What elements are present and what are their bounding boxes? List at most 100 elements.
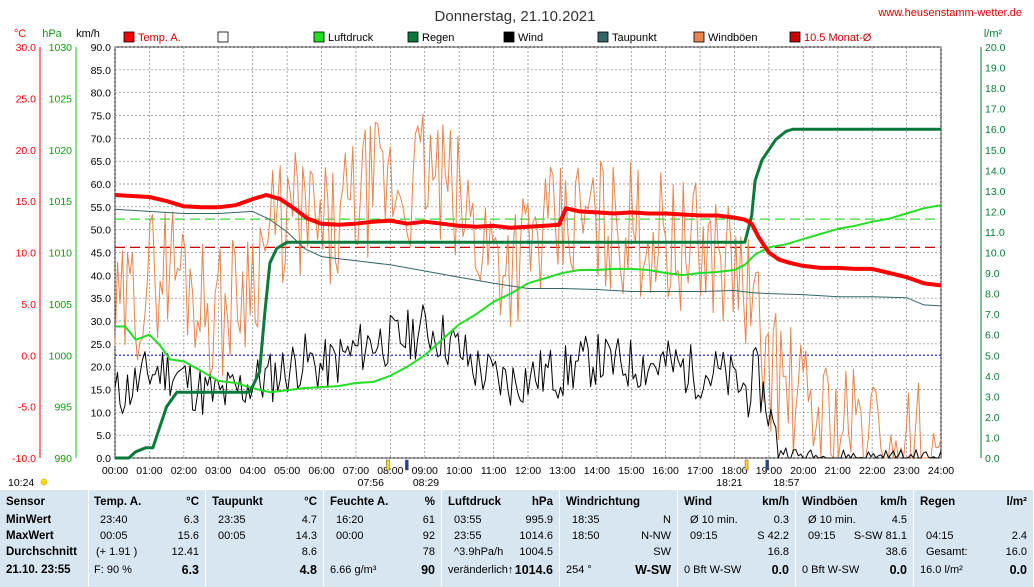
wind-tick-label: 85.0 [91,65,112,77]
temp-tick-label: 20.0 [16,145,37,157]
taupunkt-header: Taupunkt [212,496,263,508]
x-tick-label: 07:00 [343,465,369,477]
wind-tick-label: 80.0 [91,88,112,100]
wind-tick-label: 45.0 [91,248,112,260]
axis-unit-label: °C [14,28,26,40]
event-marker [744,459,749,471]
legend-entry: Wind [503,31,543,44]
wind-tick-label: 20.0 [91,362,112,374]
series-line-luftdruck [115,204,942,394]
temp-tick-label: 0.0 [21,350,36,362]
wind-row-label: 09:15 [690,530,718,542]
temp-footer-value: 6.3 [181,563,199,577]
windboeen-row-value: 4.5 [891,514,907,526]
x-tick-label: 19:00 [756,465,782,477]
feuchte-row-label: 16:20 [336,514,364,526]
rain-tick-label: 14.0 [985,165,1006,177]
rain-tick-label: 15.0 [985,145,1006,157]
temp-footer-label: F: 90 % [94,564,132,576]
regen-row-value: 2.4 [1011,530,1027,542]
temp-row-value: 6.3 [183,514,199,526]
temp-tick-label: -5.0 [18,402,36,414]
pressure-tick-label: 995 [54,402,72,414]
rain-tick-label: 5.0 [985,350,1000,362]
minwert-label: MinWert [6,514,52,526]
windrichtung-row-value: SW [653,546,671,558]
website-label[interactable]: www.heusenstamm-wetter.de [877,7,1022,19]
series-line-windb-en [114,113,942,459]
wind-tick-label: 90.0 [91,42,112,54]
start-time-label: 10:24 [8,477,34,489]
rain-tick-label: 16.0 [985,124,1006,136]
luftdruck-footer-value: 1014.6 [514,563,553,577]
x-tick-label: 21:00 [825,465,851,477]
x-tick-label: 03:00 [205,465,231,477]
taupunkt-row-label: 00:05 [218,530,246,542]
event-marker [765,459,769,471]
x-tick-label: 22:00 [859,465,885,477]
x-tick-label: 01:00 [136,465,162,477]
pressure-tick-label: 1030 [49,42,73,54]
windrichtung-row-label: 18:50 [572,530,600,542]
wind-unit: km/h [762,496,789,508]
legend-label: Regen [422,32,454,44]
legend-entry: Luftdruck [313,31,374,44]
pressure-tick-label: 1000 [49,350,73,362]
legend-entry: Taupunkt [597,31,657,44]
luftdruck-row-value: 1004.5 [519,546,553,558]
rain-tick-label: 17.0 [985,104,1006,116]
legend-entry [217,31,229,43]
wind-tick-label: 35.0 [91,293,112,305]
x-tick-label: 12:00 [515,465,541,477]
rain-tick-label: 13.0 [985,186,1006,198]
rain-tick-label: 6.0 [985,330,1000,342]
wind-column: Wind km/h Ø 10 min. 0.3 09:15 S 42.2 16.8 0 Bft… [678,490,796,587]
wind-tick-label: 55.0 [91,202,112,214]
x-tick-label: 10:00 [446,465,472,477]
stats-panel: Sensor MinWert MaxWert Durchschnitt 21.1… [0,490,1034,587]
x-tick-label: 05:00 [274,465,300,477]
sensor-header: Sensor [6,496,45,508]
temp-unit: °C [186,496,199,508]
series-line-taupunkt [114,208,942,307]
pressure-tick-label: 1015 [49,196,73,208]
wind-header: Wind [684,496,712,508]
regen-footer-label: 16.0 l/m² [920,564,963,576]
legend-swatch [217,31,229,43]
temp-tick-label: 5.0 [21,299,36,311]
pressure-tick-label: 990 [54,453,72,465]
taupunkt-unit: °C [304,496,317,508]
windboeen-footer-value: 0.0 [889,563,907,577]
wind-row-value: 0.3 [773,514,789,526]
axis-unit-label: hPa [42,28,62,40]
rain-tick-label: 4.0 [985,371,1000,383]
event-marker [405,459,409,471]
weather-chart: 00:00 01:00 02:00 03:00 04:00 05:00 06:00 07:00… [8,7,1022,489]
temp-row-value: 12.41 [171,546,199,558]
wind-row-value: S 42.2 [757,530,789,542]
sensor-column: Sensor MinWert MaxWert Durchschnitt 21.1… [0,490,89,587]
taupunkt-column: Taupunkt °C 23:35 4.7 00:05 14.3 8.6 4.8 [206,490,324,587]
feuchte-row-value: 61 [422,514,435,526]
temp-tick-label: 25.0 [16,93,37,105]
legend-swatch [693,31,705,43]
legend-label: Taupunkt [612,32,657,44]
rain-tick-label: 18.0 [985,83,1006,95]
wind-tick-label: 50.0 [91,225,112,237]
windrichtung-row-label: 18:35 [572,514,600,526]
legend-swatch [503,31,515,43]
rain-tick-label: 2.0 [985,412,1000,424]
luftdruck-header: Luftdruck [448,496,502,508]
axis-unit-label: l/m² [984,28,1003,40]
event-marker-label: 07:56 [358,477,384,489]
wind-tick-label: 40.0 [91,270,112,282]
legend-label: Temp. A. [138,32,181,44]
windboeen-row-label: Ø 10 min. [808,514,856,526]
x-tick-label: 24:00 [928,465,954,477]
wind-tick-label: 15.0 [91,385,112,397]
wind-tick-label: 0.0 [96,453,111,465]
x-tick-label: 13:00 [549,465,575,477]
luftdruck-unit: hPa [531,496,553,508]
legend-swatch [313,31,325,43]
feuchte-row-value: 92 [422,530,435,542]
